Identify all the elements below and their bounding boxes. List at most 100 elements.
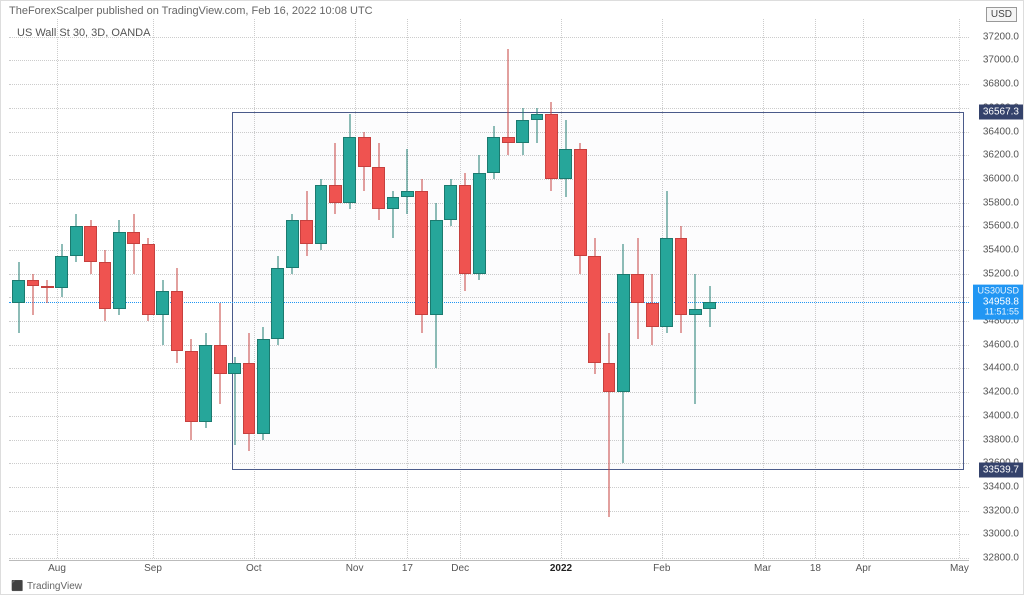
candle-body — [243, 363, 256, 434]
candle[interactable] — [300, 191, 313, 256]
candle[interactable] — [588, 238, 601, 374]
candle-body — [531, 114, 544, 120]
candle[interactable] — [113, 220, 126, 315]
candle[interactable] — [574, 143, 587, 273]
candle[interactable] — [487, 126, 500, 179]
y-tick-label: 36400.0 — [983, 126, 1019, 137]
candle[interactable] — [387, 191, 400, 238]
candle-body — [516, 120, 529, 144]
candle-body — [99, 262, 112, 309]
candle[interactable] — [401, 149, 414, 214]
candle[interactable] — [473, 155, 486, 279]
candle-body — [70, 226, 83, 256]
x-tick-label: Aug — [48, 563, 66, 574]
candle[interactable] — [516, 108, 529, 155]
candle-wick — [335, 143, 336, 214]
candle-body — [171, 291, 184, 350]
candle-wick — [47, 280, 48, 304]
candle[interactable] — [127, 214, 140, 273]
candle-body — [199, 345, 212, 422]
candle[interactable] — [214, 303, 227, 404]
candle-body — [574, 149, 587, 256]
candle-body — [545, 114, 558, 179]
candle[interactable] — [430, 203, 443, 369]
candle-body — [228, 363, 241, 375]
candle[interactable] — [689, 274, 702, 404]
candle-body — [473, 173, 486, 274]
x-tick-label: 2022 — [550, 563, 572, 574]
candle[interactable] — [55, 244, 68, 297]
candle-body — [415, 191, 428, 315]
candle[interactable] — [257, 327, 270, 440]
candle[interactable] — [459, 173, 472, 291]
y-tick-label: 35400.0 — [983, 245, 1019, 256]
candle[interactable] — [603, 333, 616, 517]
candle[interactable] — [286, 214, 299, 273]
candle-body — [487, 137, 500, 173]
candle[interactable] — [199, 333, 212, 428]
y-tick-label: 33200.0 — [983, 505, 1019, 516]
y-tick-label: 37000.0 — [983, 55, 1019, 66]
footer-branding: ⬛ TradingView — [11, 581, 82, 592]
footer-text: TradingView — [27, 581, 82, 592]
candle[interactable] — [41, 280, 54, 304]
y-tick-label: 36800.0 — [983, 79, 1019, 90]
candle[interactable] — [358, 132, 371, 191]
x-axis: AugSepOctNov17Dec2022FebMar18AprMay — [9, 560, 969, 576]
box-price-flag: 33539.7 — [979, 463, 1023, 478]
candlestick-chart[interactable] — [9, 19, 969, 558]
candle-body — [459, 185, 472, 274]
candle[interactable] — [617, 244, 630, 463]
candle[interactable] — [660, 191, 673, 333]
candle-wick — [407, 149, 408, 214]
candle[interactable] — [646, 274, 659, 345]
candle[interactable] — [329, 143, 342, 214]
y-tick-label: 35200.0 — [983, 268, 1019, 279]
candle-body — [559, 149, 572, 179]
candle-body — [12, 280, 25, 304]
candle[interactable] — [228, 357, 241, 446]
y-axis: 32800.033000.033200.033400.033600.033800… — [969, 19, 1023, 558]
y-tick-label: 33000.0 — [983, 529, 1019, 540]
candle[interactable] — [99, 250, 112, 321]
x-tick-label: Dec — [451, 563, 469, 574]
y-tick-label: 34400.0 — [983, 363, 1019, 374]
candle[interactable] — [502, 49, 515, 156]
candle-body — [127, 232, 140, 244]
candle[interactable] — [444, 179, 457, 226]
candle[interactable] — [171, 268, 184, 363]
candle[interactable] — [70, 214, 83, 261]
candle[interactable] — [27, 274, 40, 315]
tradingview-logo-icon: ⬛ — [11, 581, 23, 592]
candle[interactable] — [675, 226, 688, 333]
candle[interactable] — [315, 179, 328, 250]
candle[interactable] — [343, 114, 356, 209]
y-tick-label: 36200.0 — [983, 150, 1019, 161]
candle[interactable] — [545, 102, 558, 191]
candle-body — [588, 256, 601, 363]
candle-body — [387, 197, 400, 209]
y-tick-label: 34000.0 — [983, 410, 1019, 421]
y-tick-label: 35600.0 — [983, 221, 1019, 232]
candle-body — [41, 286, 54, 288]
candle-body — [257, 339, 270, 434]
y-tick-label: 33400.0 — [983, 481, 1019, 492]
candle[interactable] — [559, 120, 572, 197]
candle[interactable] — [372, 143, 385, 220]
candle[interactable] — [531, 108, 544, 144]
candle[interactable] — [142, 238, 155, 321]
candle[interactable] — [12, 262, 25, 333]
candle[interactable] — [185, 339, 198, 440]
candle-body — [689, 309, 702, 315]
candle[interactable] — [156, 280, 169, 345]
candle[interactable] — [631, 238, 644, 339]
candle-body — [358, 137, 371, 167]
candle-body — [113, 232, 126, 309]
candle[interactable] — [84, 220, 97, 273]
candle[interactable] — [243, 333, 256, 451]
candle[interactable] — [415, 179, 428, 333]
candle[interactable] — [271, 256, 284, 345]
candle[interactable] — [703, 286, 716, 327]
x-tick-label: May — [950, 563, 969, 574]
candle-body — [444, 185, 457, 221]
